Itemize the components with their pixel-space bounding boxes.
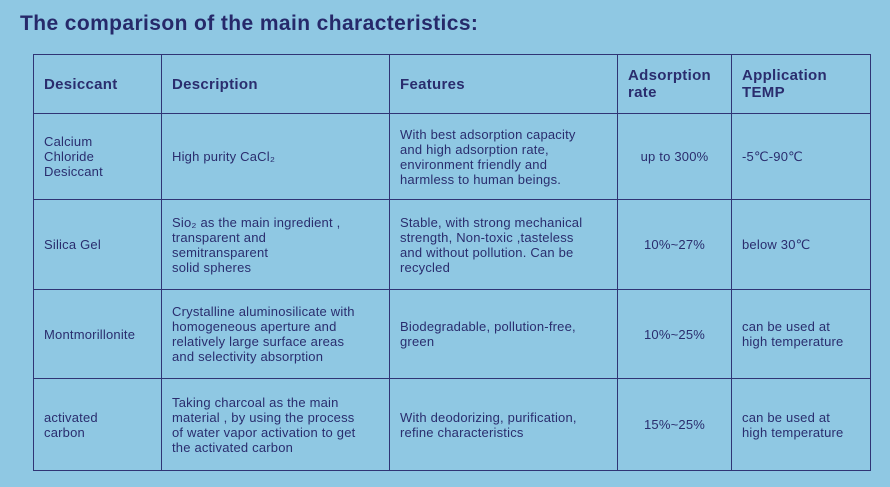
header-application-temp: Application TEMP: [731, 54, 871, 114]
cell-adsorption-rate: 10%~27%: [617, 199, 732, 290]
cell-description: Taking charcoal as the main material , b…: [161, 378, 390, 471]
cell-description: High purity CaCl₂: [161, 113, 390, 200]
cell-desiccant: Silica Gel: [33, 199, 162, 290]
cell-adsorption-rate: up to 300%: [617, 113, 732, 200]
cell-features: With best adsorption capacity and high a…: [389, 113, 618, 200]
table-row: Silica Gel Sio₂ as the main ingredient ,…: [33, 199, 871, 290]
cell-desiccant: activated carbon: [33, 378, 162, 471]
cell-features: With deodorizing, purification, refine c…: [389, 378, 618, 471]
cell-desiccant: Montmorillonite: [33, 289, 162, 379]
table-row: Montmorillonite Crystalline aluminosilic…: [33, 289, 871, 379]
cell-application-temp: can be used at high temperature: [731, 289, 871, 379]
cell-application-temp: can be used at high temperature: [731, 378, 871, 471]
comparison-table: Desiccant Description Features Adsorptio…: [33, 54, 871, 471]
cell-application-temp: -5℃-90℃: [731, 113, 871, 200]
cell-adsorption-rate: 10%~25%: [617, 289, 732, 379]
cell-description: Sio₂ as the main ingredient , transparen…: [161, 199, 390, 290]
cell-adsorption-rate: 15%~25%: [617, 378, 732, 471]
header-description: Description: [161, 54, 390, 114]
table-row: Calcium Chloride Desiccant High purity C…: [33, 113, 871, 200]
table-header-row: Desiccant Description Features Adsorptio…: [33, 54, 871, 114]
page-title: The comparison of the main characteristi…: [20, 12, 479, 35]
cell-desiccant: Calcium Chloride Desiccant: [33, 113, 162, 200]
cell-application-temp: below 30℃: [731, 199, 871, 290]
table-row: activated carbon Taking charcoal as the …: [33, 378, 871, 471]
header-desiccant: Desiccant: [33, 54, 162, 114]
cell-features: Stable, with strong mechanical strength,…: [389, 199, 618, 290]
header-features: Features: [389, 54, 618, 114]
header-adsorption-rate: Adsorption rate: [617, 54, 732, 114]
cell-features: Biodegradable, pollution-free, green: [389, 289, 618, 379]
cell-description: Crystalline aluminosilicate with homogen…: [161, 289, 390, 379]
